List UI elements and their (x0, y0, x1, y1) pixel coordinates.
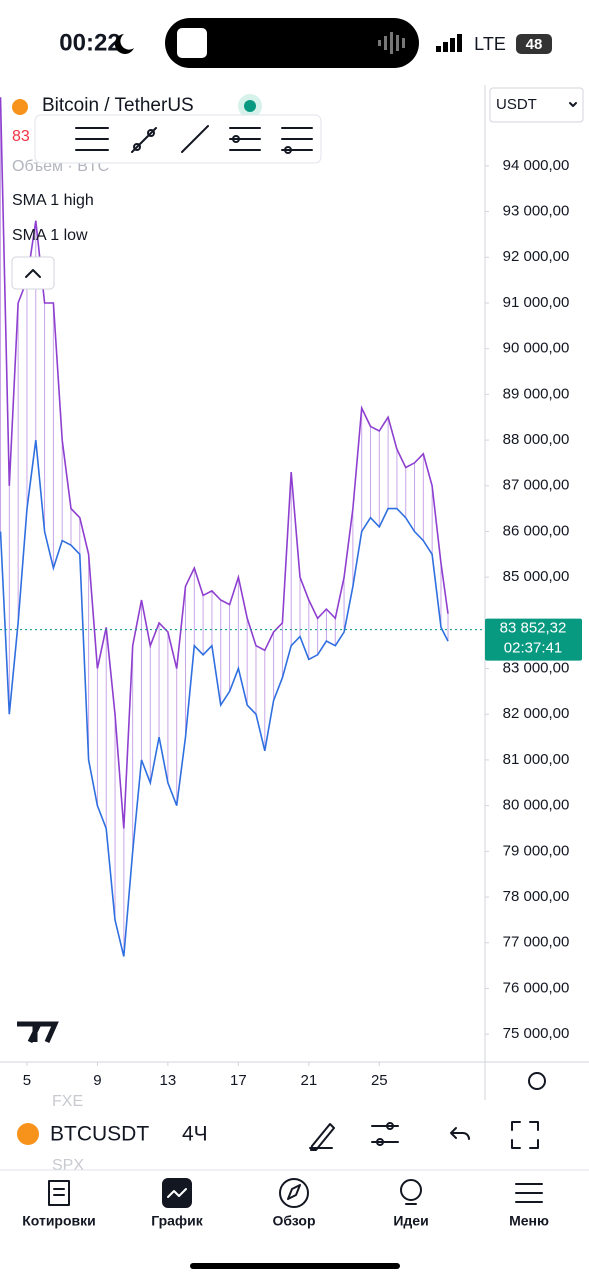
settings-icon[interactable] (528, 1072, 546, 1090)
nav-label[interactable]: Обзор (272, 1213, 315, 1229)
y-tick-label: 83 000,00 (503, 660, 570, 677)
network: LTE (474, 34, 506, 54)
price-partial: 83 (12, 128, 30, 145)
y-tick-label: 87 000,00 (503, 477, 570, 494)
nav-label[interactable]: График (151, 1213, 204, 1229)
nav-label[interactable]: Меню (509, 1213, 549, 1229)
y-tick-label: 75 000,00 (503, 1025, 570, 1042)
x-tick-label: 21 (300, 1072, 317, 1089)
currency-select[interactable] (489, 87, 584, 123)
countdown: 02:37:41 (504, 640, 562, 657)
audio-wave (378, 32, 405, 54)
signal-icon (436, 34, 462, 52)
app-thumb (177, 28, 207, 58)
chevron-up (25, 269, 41, 278)
series-line (0, 439, 449, 957)
x-tick-label: 9 (93, 1072, 101, 1089)
y-tick-label: 85 000,00 (503, 568, 570, 585)
plot: 75 000,00 76 000,00 77 000,00 78 000,00 79 0… (0, 97, 582, 1089)
x-tick-label: 5 (23, 1072, 31, 1089)
chevron (569, 102, 577, 107)
y-tick-label: 77 000,00 (503, 934, 570, 951)
moon-icon (114, 34, 134, 54)
last-price-label: 83 852,32 (500, 620, 567, 637)
y-tick-label: 91 000,00 (503, 294, 570, 311)
last-price-badge (485, 618, 582, 661)
ghost-symbol: FXE (52, 1093, 83, 1110)
toolbar-symbol[interactable]: BTCUSDT (50, 1123, 149, 1146)
y-tick-label: 78 000,00 (503, 888, 570, 905)
ghost-symbol: SPX (52, 1157, 84, 1174)
btc-icon (12, 99, 28, 115)
market-status (244, 100, 256, 112)
battery (516, 34, 552, 54)
toolbar-icons (309, 1121, 539, 1151)
y-tick-label: 93 000,00 (503, 203, 570, 220)
y-tick-label: 80 000,00 (503, 797, 570, 814)
y-tick-label: 92 000,00 (503, 248, 570, 265)
series-line (0, 97, 449, 829)
nav-label[interactable]: Котировки (22, 1213, 96, 1229)
symbol-title: Bitcoin / TetherUS (42, 95, 194, 116)
y-tick-label: 82 000,00 (503, 705, 570, 722)
toolbar-interval[interactable]: 4Ч (182, 1123, 208, 1146)
nav-label[interactable]: Идеи (393, 1213, 428, 1229)
dynamic-island (165, 18, 419, 68)
btc-icon (17, 1123, 39, 1145)
home-indicator (190, 1263, 400, 1269)
x-tick-label: 13 (160, 1072, 177, 1089)
currency: USDT (496, 96, 537, 113)
x-tick-label: 17 (230, 1072, 247, 1089)
y-tick-label: 86 000,00 (503, 522, 570, 539)
y-tick-label: 76 000,00 (503, 979, 570, 996)
y-tick-label: 88 000,00 (503, 431, 570, 448)
y-tick-label: 90 000,00 (503, 340, 570, 357)
tv-logo (17, 1021, 59, 1044)
nav-icons (48, 1178, 543, 1208)
x-tick-label: 25 (371, 1072, 388, 1089)
status-time: 00:22 (59, 29, 120, 56)
y-tick-label: 89 000,00 (503, 385, 570, 402)
legend-high: SMA 1 high (12, 192, 94, 209)
y-tick-label: 81 000,00 (503, 751, 570, 768)
collapse-button[interactable] (11, 256, 55, 290)
legend-low: SMA 1 low (12, 227, 88, 244)
battery-level: 48 (526, 36, 543, 53)
y-tick-label: 79 000,00 (503, 842, 570, 859)
y-tick-label: 94 000,00 (503, 157, 570, 174)
drawing-tools (75, 125, 313, 154)
